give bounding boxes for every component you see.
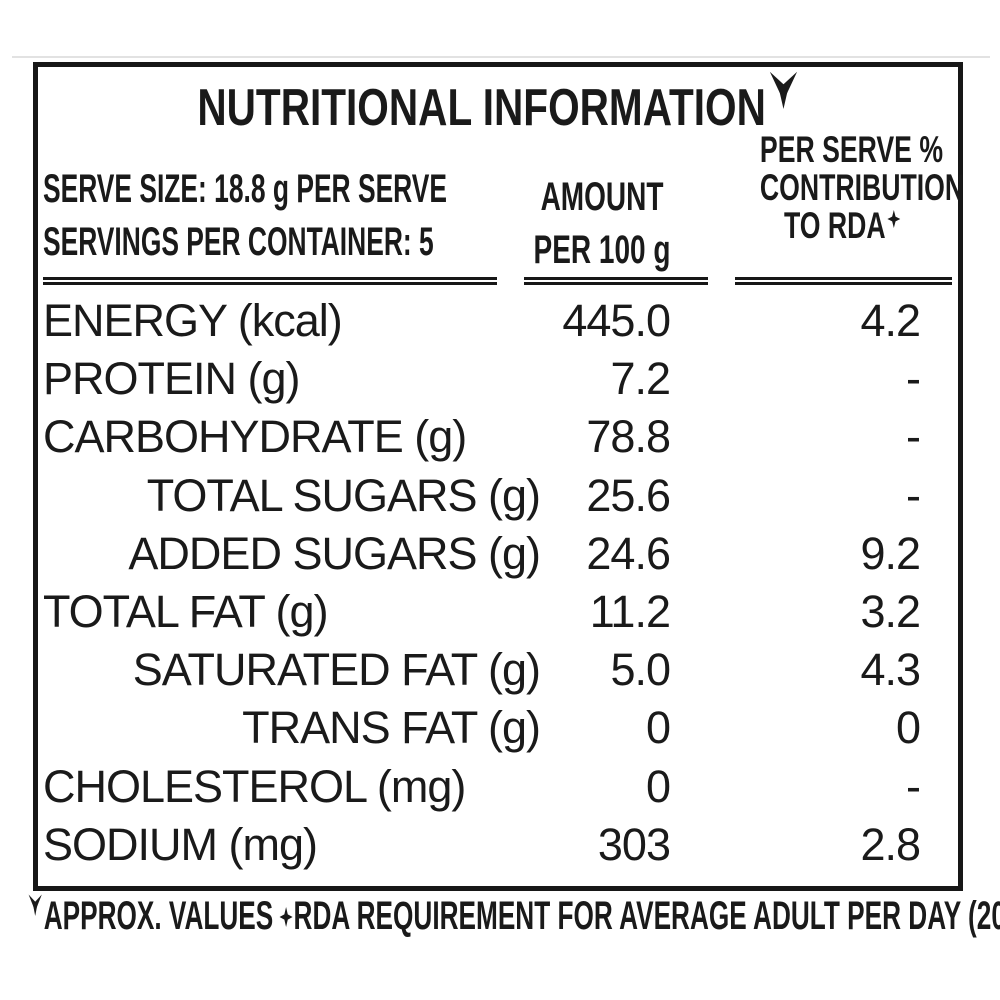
row-rda: 9.2 [860, 527, 921, 579]
header-rule-left [43, 277, 497, 285]
serve-size-line: SERVE SIZE: 18.8 g PER SERVE [43, 167, 447, 211]
table-row-saturated-fat: SATURATED FAT (g) 5.0 4.3 [38, 641, 958, 699]
table-row-energy: ENERGY (kcal) 445.0 4.2 [38, 292, 958, 350]
four-pointed-star-icon [279, 892, 293, 937]
row-rda: 0 [895, 702, 921, 754]
rda-header-line3: TO RDA [760, 207, 924, 245]
row-label: CHOLESTEROL (mg) [43, 760, 466, 812]
footnote-approx-text: APPROX. VALUES [43, 894, 274, 938]
row-amount: 5.0 [610, 644, 671, 696]
four-pointed-star-icon [887, 197, 901, 235]
rda-header-line1: PER SERVE % [759, 129, 944, 170]
three-pointed-star-icon [769, 64, 799, 124]
row-amount: 25.6 [586, 469, 671, 521]
scan-artifact-line [12, 56, 990, 58]
header-rule-right [735, 277, 952, 285]
row-label: TOTAL SUGARS (g) [146, 469, 541, 521]
row-label: SATURATED FAT (g) [132, 644, 541, 696]
row-amount: 0 [645, 760, 671, 812]
footnote-rda-text: RDA REQUIREMENT FOR AVERAGE ADULT PER DA… [293, 894, 1000, 938]
table-row-trans-fat: TRANS FAT (g) 0 0 [38, 699, 958, 757]
row-rda: - [906, 411, 921, 463]
row-label: ADDED SUGARS (g) [128, 527, 541, 579]
row-label: ENERGY (kcal) [43, 295, 343, 346]
page-title: NUTRITIONAL INFORMATION [139, 71, 857, 138]
table-row-protein: PROTEIN (g) 7.2 - [38, 350, 958, 408]
row-amount: 303 [597, 818, 671, 870]
row-rda: 2.8 [860, 818, 921, 870]
page-title-text: NUTRITIONAL INFORMATION [197, 79, 766, 137]
row-label: SODIUM (mg) [43, 818, 318, 870]
rda-column-header: PER SERVE % CONTRIBUTION TO RDA [759, 129, 965, 245]
servings-per-container-line: SERVINGS PER CONTAINER: 5 [43, 220, 434, 264]
row-amount: 78.8 [586, 411, 671, 463]
rda-header-line2: CONTRIBUTION [759, 167, 965, 208]
row-label: TOTAL FAT (g) [43, 585, 329, 637]
amount-header-line2: PER 100 g [533, 228, 671, 272]
row-label: TRANS FAT (g) [242, 702, 541, 754]
nutrition-table: NUTRITIONAL INFORMATION SERVE SIZE: 18.8… [33, 62, 965, 891]
row-amount: 445.0 [562, 295, 671, 346]
header-rule-middle [524, 277, 708, 285]
row-amount: 0 [645, 702, 671, 754]
row-rda: - [906, 760, 921, 812]
row-amount: 7.2 [610, 353, 671, 405]
row-rda: - [906, 353, 921, 405]
row-label: PROTEIN (g) [43, 353, 301, 405]
table-row-sodium: SODIUM (mg) 303 2.8 [38, 816, 958, 874]
amount-column-header: AMOUNT PER 100 g [532, 171, 672, 277]
table-row-total-fat: TOTAL FAT (g) 11.2 3.2 [38, 583, 958, 641]
amount-header-line1: AMOUNT [540, 175, 664, 219]
table-row-carbohydrate: CARBOHYDRATE (g) 78.8 - [38, 408, 958, 466]
row-amount: 11.2 [589, 585, 671, 637]
three-pointed-star-icon [28, 882, 42, 927]
serve-size-header: SERVE SIZE: 18.8 g PER SERVE SERVINGS PE… [43, 163, 447, 269]
row-label: CARBOHYDRATE (g) [43, 411, 467, 463]
row-rda: 3.2 [860, 585, 921, 637]
table-row-cholesterol: CHOLESTEROL (mg) 0 - [38, 758, 958, 816]
rda-header-line3-text: TO RDA [783, 205, 886, 246]
table-row-total-sugars: TOTAL SUGARS (g) 25.6 - [38, 467, 958, 525]
row-rda: - [906, 469, 921, 521]
table-row-added-sugars: ADDED SUGARS (g) 24.6 9.2 [38, 525, 958, 583]
footnote: APPROX. VALUES RDA REQUIREMENT FOR AVERAG… [28, 894, 1000, 939]
row-amount: 24.6 [586, 527, 671, 579]
row-rda: 4.2 [860, 295, 921, 346]
nutrient-rows: ENERGY (kcal) 445.0 4.2 PROTEIN (g) 7.2 … [38, 292, 958, 874]
row-rda: 4.3 [860, 644, 921, 696]
